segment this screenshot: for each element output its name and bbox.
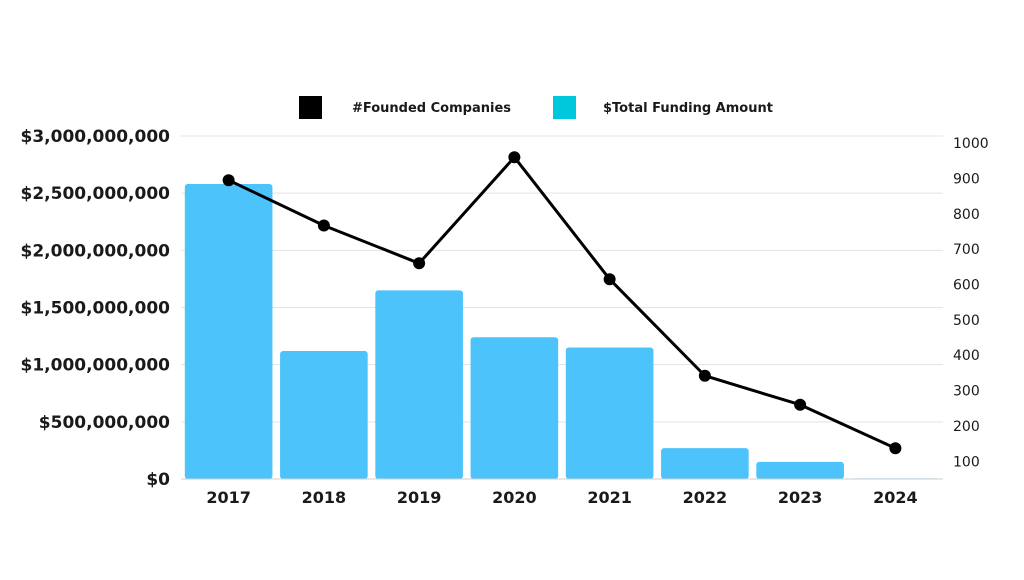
x-tick-label: 2023 — [778, 488, 823, 507]
y-right-tick-label: 600 — [953, 278, 980, 294]
y-right-tick-label: 900 — [953, 171, 980, 187]
bar-2019 — [375, 290, 463, 479]
y-right-tick-label: 200 — [953, 419, 980, 435]
y-right-tick-label: 100 — [953, 454, 980, 470]
bar-2020 — [470, 337, 559, 479]
legend-swatch — [299, 96, 322, 119]
x-tick-label: 2019 — [397, 488, 442, 507]
line-point-2021 — [603, 273, 616, 286]
bar-2023 — [756, 461, 844, 479]
x-tick-label: 2020 — [492, 488, 537, 507]
legend-label: #Founded Companies — [352, 101, 511, 116]
y-right-tick-label: 800 — [953, 207, 980, 223]
y-right-tick-label: 500 — [953, 313, 980, 329]
x-tick-label: 2018 — [302, 488, 347, 507]
x-tick-label: 2024 — [873, 488, 918, 507]
x-tick-label: 2022 — [683, 488, 728, 507]
bar-2017 — [184, 184, 273, 479]
line-point-2019 — [413, 257, 426, 270]
line-point-2022 — [698, 369, 711, 382]
y-left-tick-label: $500,000,000 — [39, 413, 170, 433]
x-tick-label: 2017 — [206, 488, 251, 507]
founded-companies-line — [227, 155, 896, 450]
line-point-2018 — [317, 219, 330, 232]
legend-label: $Total Funding Amount — [603, 101, 773, 116]
y-right-tick-label: 1000 — [953, 136, 989, 152]
bar-2021 — [565, 347, 654, 479]
line-point-2020 — [508, 151, 521, 164]
line-point-2024 — [889, 442, 902, 455]
line-point-2023 — [794, 398, 807, 411]
y-right-tick-label: 300 — [953, 384, 980, 400]
y-left-tick-label: $3,000,000,000 — [21, 127, 171, 147]
y-left-tick-label: $1,000,000,000 — [21, 356, 171, 376]
y-right-tick-label: 700 — [953, 242, 980, 258]
y-left-tick-label: $2,000,000,000 — [21, 241, 171, 261]
y-left-tick-label: $2,500,000,000 — [21, 184, 171, 204]
bar-2022 — [661, 448, 749, 479]
y-left-tick-label: $1,500,000,000 — [21, 299, 171, 319]
line-point-2017 — [222, 174, 235, 187]
legend-swatch — [553, 96, 576, 119]
y-left-tick-label: $0 — [146, 470, 170, 490]
y-right-tick-label: 400 — [953, 348, 980, 364]
bar-2018 — [280, 350, 368, 479]
x-tick-label: 2021 — [587, 488, 632, 507]
